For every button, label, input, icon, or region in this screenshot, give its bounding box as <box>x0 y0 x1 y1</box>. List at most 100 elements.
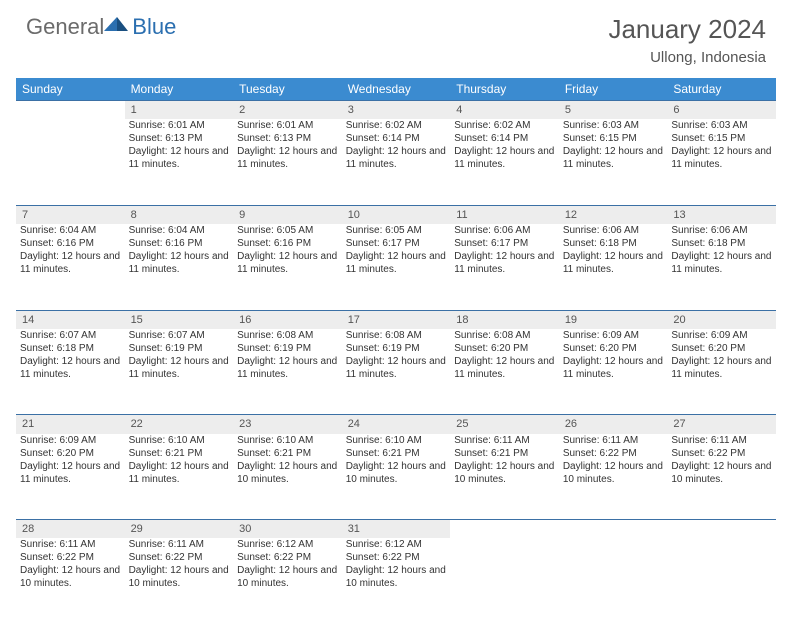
day-number: 1 <box>125 101 234 120</box>
day-cell: Sunrise: 6:08 AMSunset: 6:19 PMDaylight:… <box>342 329 451 415</box>
day-number: 8 <box>125 205 234 224</box>
daylight-text: Daylight: 12 hours and 11 minutes. <box>563 145 664 171</box>
sunrise-text: Sunrise: 6:01 AM <box>129 119 230 132</box>
daylight-text: Daylight: 12 hours and 10 minutes. <box>563 460 664 486</box>
sunrise-text: Sunrise: 6:06 AM <box>454 224 555 237</box>
day-number: 13 <box>667 205 776 224</box>
day-number: 18 <box>450 310 559 329</box>
sunset-text: Sunset: 6:20 PM <box>671 342 772 355</box>
day-number: 3 <box>342 101 451 120</box>
sunset-text: Sunset: 6:13 PM <box>237 132 338 145</box>
day-number: 16 <box>233 310 342 329</box>
weekday-header: Sunday <box>16 78 125 101</box>
day-cell: Sunrise: 6:12 AMSunset: 6:22 PMDaylight:… <box>233 538 342 624</box>
sunrise-text: Sunrise: 6:08 AM <box>237 329 338 342</box>
sunrise-text: Sunrise: 6:05 AM <box>346 224 447 237</box>
weekday-header-row: Sunday Monday Tuesday Wednesday Thursday… <box>16 78 776 101</box>
day-cell: Sunrise: 6:04 AMSunset: 6:16 PMDaylight:… <box>16 224 125 310</box>
day-cell: Sunrise: 6:11 AMSunset: 6:22 PMDaylight:… <box>125 538 234 624</box>
day-cell: Sunrise: 6:12 AMSunset: 6:22 PMDaylight:… <box>342 538 451 624</box>
day-cell: Sunrise: 6:09 AMSunset: 6:20 PMDaylight:… <box>667 329 776 415</box>
sunrise-text: Sunrise: 6:09 AM <box>20 434 121 447</box>
sunset-text: Sunset: 6:22 PM <box>237 551 338 564</box>
day-number <box>667 520 776 539</box>
weekday-header: Thursday <box>450 78 559 101</box>
day-content-row: Sunrise: 6:09 AMSunset: 6:20 PM Daylight:… <box>16 434 776 520</box>
day-number: 9 <box>233 205 342 224</box>
day-cell: Sunrise: 6:10 AMSunset: 6:21 PMDaylight:… <box>125 434 234 520</box>
day-cell: Sunrise: 6:11 AMSunset: 6:21 PMDaylight:… <box>450 434 559 520</box>
sunset-text: Sunset: 6:21 PM <box>346 447 447 460</box>
daylight-text: Daylight: 12 hours and 10 minutes. <box>671 460 772 486</box>
sunrise-text: Sunrise: 6:11 AM <box>454 434 555 447</box>
sunrise-text: Sunrise: 6:08 AM <box>346 329 447 342</box>
sunset-text: Sunset: 6:13 PM <box>129 132 230 145</box>
daylight-text: Daylight: 12 hours and 10 minutes. <box>346 564 447 590</box>
sunset-text: Sunset: 6:21 PM <box>237 447 338 460</box>
day-number: 24 <box>342 415 451 434</box>
day-number: 28 <box>16 520 125 539</box>
sunrise-text: Sunrise: 6:09 AM <box>563 329 664 342</box>
day-cell: Sunrise: 6:11 AMSunset: 6:22 PMDaylight:… <box>16 538 125 624</box>
sunrise-text: Sunrise: 6:08 AM <box>454 329 555 342</box>
day-number: 21 <box>16 415 125 434</box>
sunset-text: Sunset: 6:16 PM <box>129 237 230 250</box>
sunset-text: Sunset: 6:20 PM <box>20 447 121 460</box>
day-number: 11 <box>450 205 559 224</box>
day-number-row: 14151617181920 <box>16 310 776 329</box>
daylight-text: Daylight: 12 hours and 11 minutes. <box>671 145 772 171</box>
day-number: 17 <box>342 310 451 329</box>
day-content-row: Sunrise: 6:11 AMSunset: 6:22 PMDaylight:… <box>16 538 776 624</box>
daylight-text: Daylight: 12 hours and 10 minutes. <box>237 564 338 590</box>
sunset-text: Sunset: 6:17 PM <box>454 237 555 250</box>
daylight-text: Daylight: 12 hours and 11 minutes. <box>129 250 230 276</box>
day-number: 10 <box>342 205 451 224</box>
day-number <box>16 101 125 120</box>
day-number: 20 <box>667 310 776 329</box>
day-number: 14 <box>16 310 125 329</box>
logo-triangle-icon <box>104 15 130 33</box>
day-cell: Sunrise: 6:01 AMSunset: 6:13 PMDaylight:… <box>125 119 234 205</box>
day-cell: Sunrise: 6:08 AMSunset: 6:19 PMDaylight:… <box>233 329 342 415</box>
day-cell <box>16 119 125 205</box>
day-number: 27 <box>667 415 776 434</box>
day-number: 7 <box>16 205 125 224</box>
day-cell: Sunrise: 6:10 AMSunset: 6:21 PMDaylight:… <box>342 434 451 520</box>
day-cell: Sunrise: 6:07 AMSunset: 6:19 PMDaylight:… <box>125 329 234 415</box>
daylight-text: Daylight: 12 hours and 11 minutes. <box>237 250 338 276</box>
sunrise-text: Sunrise: 6:06 AM <box>671 224 772 237</box>
day-cell: Sunrise: 6:09 AMSunset: 6:20 PMDaylight:… <box>559 329 668 415</box>
day-number: 19 <box>559 310 668 329</box>
daylight-text: Daylight: 12 hours and 10 minutes. <box>346 460 447 486</box>
day-number: 6 <box>667 101 776 120</box>
day-number-row: 123456 <box>16 101 776 120</box>
sunset-text: Sunset: 6:19 PM <box>129 342 230 355</box>
day-number: 31 <box>342 520 451 539</box>
day-number-row: 21222324252627 <box>16 415 776 434</box>
sunset-text: Sunset: 6:18 PM <box>20 342 121 355</box>
day-cell: Sunrise: 6:04 AMSunset: 6:16 PMDaylight:… <box>125 224 234 310</box>
daylight-text: Daylight: 12 hours and 11 minutes. <box>346 145 447 171</box>
weekday-header: Tuesday <box>233 78 342 101</box>
day-cell: Sunrise: 6:05 AMSunset: 6:17 PMDaylight:… <box>342 224 451 310</box>
daylight-text: Daylight: 12 hours and 11 minutes. <box>346 355 447 381</box>
sunset-text: Sunset: 6:20 PM <box>563 342 664 355</box>
daylight-text: Daylight: 12 hours and 11 minutes. <box>237 145 338 171</box>
day-number: 12 <box>559 205 668 224</box>
day-number: 26 <box>559 415 668 434</box>
weekday-header: Wednesday <box>342 78 451 101</box>
calendar-table: Sunday Monday Tuesday Wednesday Thursday… <box>16 78 776 624</box>
sunrise-text: Sunrise: 6:10 AM <box>129 434 230 447</box>
daylight-text: Daylight: 12 hours and 11 minutes. <box>346 250 447 276</box>
sunrise-text: Sunrise: 6:10 AM <box>237 434 338 447</box>
weekday-header: Friday <box>559 78 668 101</box>
sunset-text: Sunset: 6:14 PM <box>454 132 555 145</box>
sunrise-text: Sunrise: 6:11 AM <box>129 538 230 551</box>
sunset-text: Sunset: 6:19 PM <box>237 342 338 355</box>
month-title: January 2024 <box>608 14 766 45</box>
sunset-text: Sunset: 6:22 PM <box>346 551 447 564</box>
daylight-text: Daylight: 12 hours and 11 minutes. <box>129 460 230 486</box>
sunset-text: Sunset: 6:22 PM <box>563 447 664 460</box>
daylight-text: Daylight: 12 hours and 11 minutes. <box>671 250 772 276</box>
day-content-row: Sunrise: 6:01 AMSunset: 6:13 PMDaylight:… <box>16 119 776 205</box>
